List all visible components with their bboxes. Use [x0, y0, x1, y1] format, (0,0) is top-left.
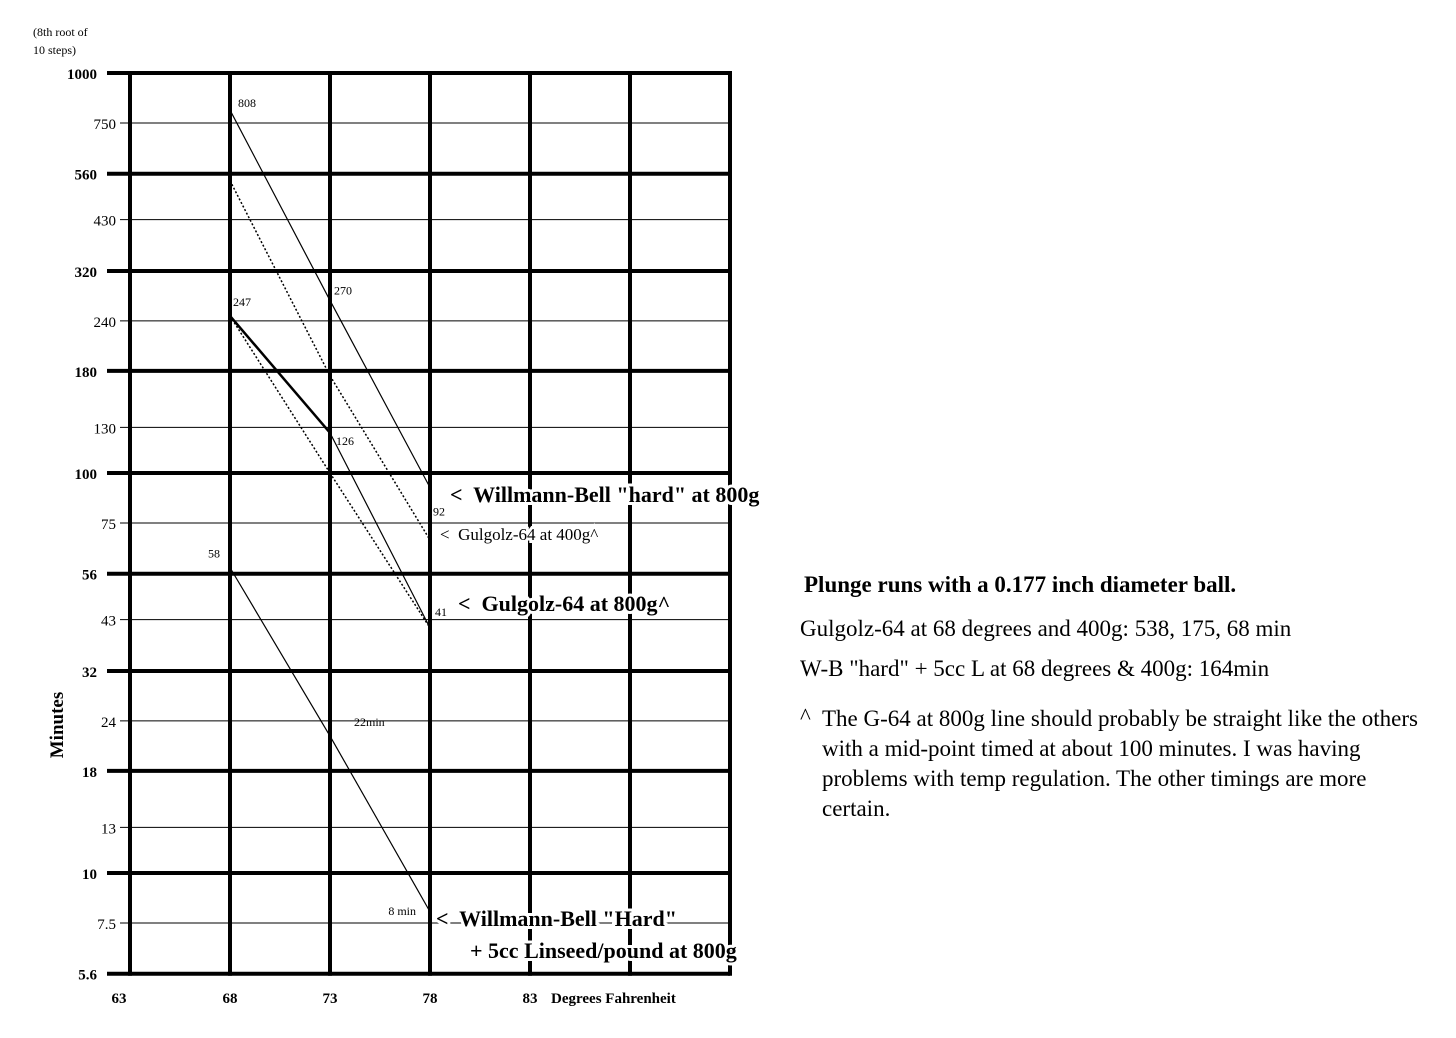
- data-label: 247: [233, 295, 251, 309]
- series-line-segment: [229, 180, 331, 377]
- series-line-segment: [229, 315, 331, 434]
- data-label: 126: [336, 434, 354, 448]
- series-line-segment: [329, 300, 431, 488]
- data-label: 8 min: [388, 904, 416, 918]
- data-label: 22min: [354, 715, 385, 729]
- series-line-segment: [329, 472, 431, 629]
- y-tick-label: 43: [101, 614, 116, 630]
- data-label: 808: [238, 96, 256, 110]
- data-label: 58: [208, 547, 220, 561]
- x-tick-label: 68: [223, 991, 238, 1007]
- y-tick-label: 32: [82, 665, 97, 681]
- series-line-segment: [229, 315, 331, 474]
- y-tick-label: 320: [75, 265, 98, 281]
- series-lines: [229, 109, 431, 913]
- footnote: ^ The G-64 at 800g line should probably …: [800, 704, 1440, 824]
- x-tick-label: 83: [523, 991, 538, 1007]
- annotation-g64-400g: < Gulgolz-64 at 400g^: [440, 525, 598, 544]
- data-label: 270: [334, 283, 352, 297]
- series-line-segment: [329, 375, 431, 541]
- x-axis-label: Degrees Fahrenheit: [551, 991, 676, 1007]
- y-scale-note: (8th root of: [33, 25, 88, 39]
- y-tick-label: 18: [82, 765, 97, 781]
- annotation-g64-800g: < Gulgolz-64 at 800g^: [458, 591, 670, 616]
- y-tick-label: 75: [101, 517, 116, 533]
- y-tick-label: 130: [94, 421, 117, 437]
- y-tick-label: 180: [75, 365, 98, 381]
- series-line-segment: [329, 432, 431, 629]
- y-tick-label: 56: [82, 568, 98, 584]
- grid: [107, 71, 732, 976]
- notes-title: Plunge runs with a 0.177 inch diameter b…: [804, 572, 1237, 597]
- y-tick-label: 24: [101, 715, 117, 731]
- data-label: 92: [433, 504, 445, 518]
- y-tick-label: 750: [94, 117, 117, 133]
- y-tick-label: 13: [101, 821, 116, 837]
- y-scale-note: 10 steps): [33, 43, 76, 57]
- notes-line-1: Gulgolz-64 at 68 degrees and 400g: 538, …: [800, 616, 1292, 641]
- y-axis-label: Minutes: [47, 692, 68, 759]
- data-label: 41: [435, 605, 447, 619]
- footnote-caret: ^: [800, 704, 811, 729]
- labels: 1000 750 560 430 320 240 180 130 100 75 56 43 32 24 18…: [33, 25, 762, 1007]
- y-tick-label: 100: [75, 467, 98, 483]
- notes-line-2: W-B "hard" + 5cc L at 68 degrees & 400g:…: [800, 656, 1270, 681]
- x-tick-label: 63: [112, 991, 127, 1007]
- series-line-segment: [329, 735, 431, 913]
- annotation-wb-linseed: + 5cc Linseed/pound at 800g: [470, 938, 737, 963]
- y-tick-label: 10: [82, 867, 97, 883]
- annotation-wb-linseed: < Willmann-Bell "Hard": [436, 906, 677, 931]
- notes-panel: Plunge runs with a 0.177 inch diameter b…: [800, 572, 1440, 824]
- series-line-segment: [229, 109, 331, 301]
- y-tick-label: 1000: [67, 67, 97, 83]
- x-tick-label: 73: [323, 991, 338, 1007]
- x-tick-label: 78: [423, 991, 438, 1007]
- y-tick-label: 5.6: [78, 968, 97, 984]
- footnote-text: The G-64 at 800g line should probably be…: [822, 706, 1418, 821]
- y-tick-label: 430: [94, 214, 117, 230]
- y-tick-label: 560: [75, 168, 98, 184]
- annotation-wb-hard: < Willmann-Bell "hard" at 800g: [450, 482, 759, 507]
- y-tick-label: 240: [94, 315, 117, 331]
- series-line-segment: [229, 567, 331, 737]
- y-tick-label: 7.5: [97, 917, 116, 933]
